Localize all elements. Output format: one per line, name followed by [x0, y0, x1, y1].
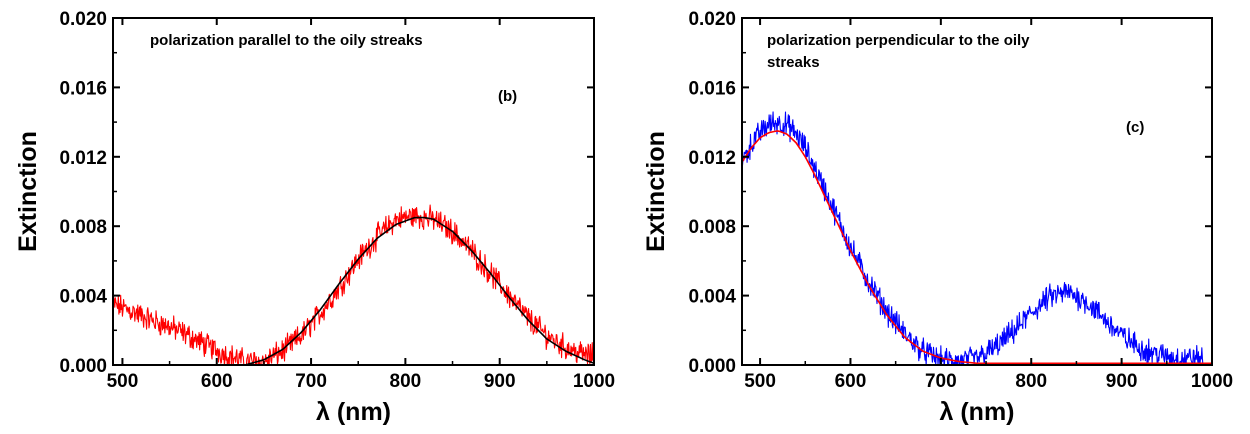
x-axis-title: λ (nm) — [940, 398, 1015, 426]
y-tick-label: 0.016 — [59, 78, 107, 99]
y-tick-label: 0.000 — [59, 356, 107, 377]
y-tick-label: 0.012 — [59, 148, 107, 169]
y-tick-label: 0.016 — [688, 78, 736, 99]
chart-panel-b: 500 600 700 800 900 1000 0.000 0.004 0.008 0.012 0… — [14, 9, 615, 426]
x-tick-label: 900 — [484, 371, 516, 392]
panel-annotation: polarization perpendicular to the oily st… — [767, 32, 1030, 71]
x-tick-label: 1000 — [1191, 371, 1233, 392]
y-tick-label: 0.020 — [688, 9, 736, 30]
y-tick-label: 0.004 — [688, 287, 736, 308]
y-tick-label: 0.004 — [59, 287, 107, 308]
y-tick-label: 0.008 — [688, 217, 736, 238]
y-axis-title: Extinction — [642, 131, 670, 252]
panel-tag: (b) — [498, 88, 517, 105]
x-tick-label: 500 — [744, 371, 776, 392]
x-tick-label: 600 — [835, 371, 867, 392]
x-tick-label: 800 — [1015, 371, 1047, 392]
y-tick-label: 0.000 — [688, 356, 736, 377]
x-tick-label: 1000 — [573, 371, 615, 392]
panel-annotation: polarization parallel to the oily streak… — [150, 32, 423, 49]
y-axis-title: Extinction — [14, 131, 42, 252]
x-tick-label: 500 — [107, 371, 139, 392]
data-line-1-0 — [742, 111, 1204, 365]
data-line-0-0 — [113, 204, 594, 365]
y-tick-label: 0.020 — [59, 9, 107, 30]
x-tick-label: 600 — [201, 371, 233, 392]
x-axis-title: λ (nm) — [316, 398, 391, 426]
panel-tag: (c) — [1126, 119, 1144, 136]
x-tick-label: 700 — [925, 371, 957, 392]
fit-line-0-1 — [244, 216, 594, 365]
x-tick-label: 800 — [390, 371, 422, 392]
y-tick-label: 0.008 — [59, 217, 107, 238]
fit-line-1-1 — [742, 130, 1212, 365]
x-tick-label: 900 — [1106, 371, 1138, 392]
x-tick-label: 700 — [295, 371, 327, 392]
chart-panel-c: 500 600 700 800 900 1000 0.000 0.004 0.008 0.012 0… — [642, 9, 1233, 426]
y-tick-label: 0.012 — [688, 148, 736, 169]
